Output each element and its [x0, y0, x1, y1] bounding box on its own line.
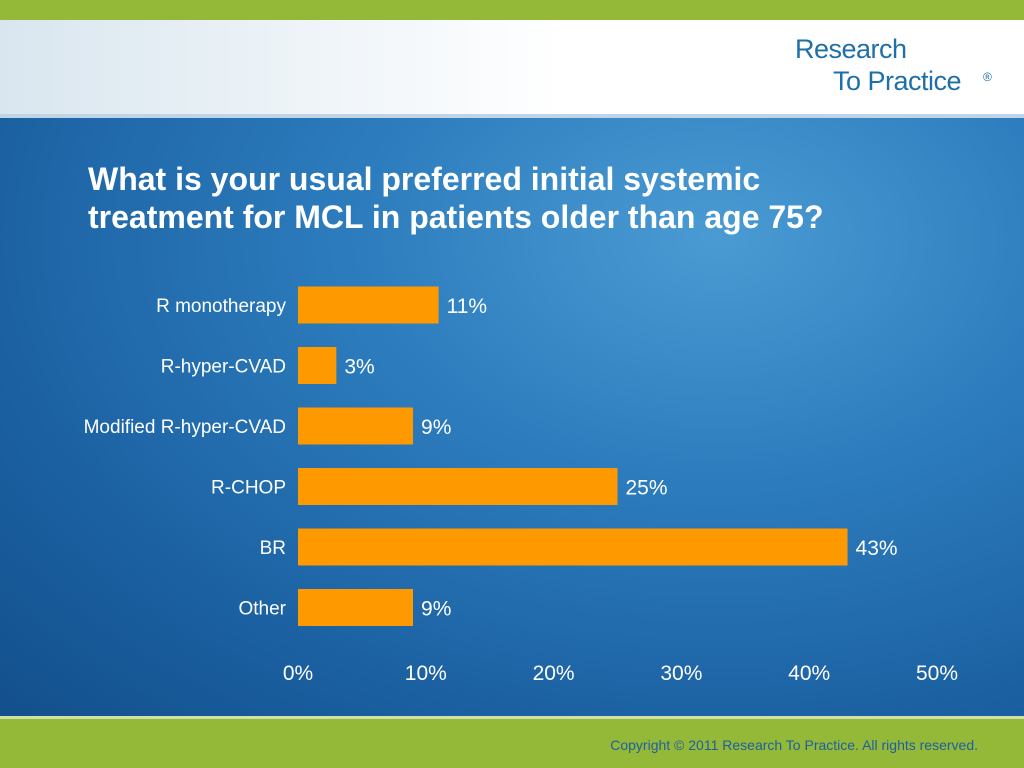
bar: [298, 407, 414, 445]
data-label: 3%: [344, 356, 374, 379]
slide-title-line-1: What is your usual preferred initial sys…: [88, 161, 761, 197]
category-label: R monotherapy: [156, 296, 286, 317]
data-label: 9%: [421, 598, 451, 621]
category-label: Modified R-hyper-CVAD: [84, 417, 286, 438]
bar: [298, 468, 618, 505]
top-accent-bar: [0, 0, 1024, 20]
bar: [298, 528, 848, 566]
research-to-practice-logo: Research To Practice ®: [795, 34, 1005, 98]
x-tick-label: 20%: [533, 662, 575, 685]
data-label: 9%: [421, 416, 451, 439]
category-label: R-CHOP: [211, 478, 286, 499]
content-panel: [0, 118, 1024, 716]
footer-bar: [0, 719, 1024, 768]
bar: [298, 589, 414, 626]
bar: [298, 347, 337, 384]
bar: [298, 286, 439, 324]
x-tick-label: 10%: [405, 662, 447, 685]
header-divider: [0, 114, 1024, 118]
logo-line-1: Research: [795, 34, 907, 64]
x-tick-label: 30%: [660, 662, 702, 685]
slide-title: What is your usual preferred initial sys…: [88, 160, 988, 236]
logo-line-2: To Practice: [833, 66, 962, 96]
header-banner: [0, 20, 1024, 117]
footer-divider: [0, 716, 1024, 719]
category-label: BR: [260, 538, 286, 559]
x-tick-label: 50%: [916, 662, 958, 685]
data-label: 11%: [447, 295, 487, 318]
category-label: R-hyper-CVAD: [161, 357, 286, 378]
data-label: 25%: [626, 477, 668, 500]
x-tick-label: 0%: [283, 662, 313, 685]
data-label: 43%: [856, 537, 898, 560]
slide-title-line-2: treatment for MCL in patients older than…: [88, 199, 824, 235]
logo-registered-mark: ®: [983, 70, 992, 84]
copyright-text: Copyright © 2011 Research To Practice. A…: [610, 737, 978, 753]
x-tick-label: 40%: [788, 662, 830, 685]
category-label: Other: [238, 599, 286, 620]
